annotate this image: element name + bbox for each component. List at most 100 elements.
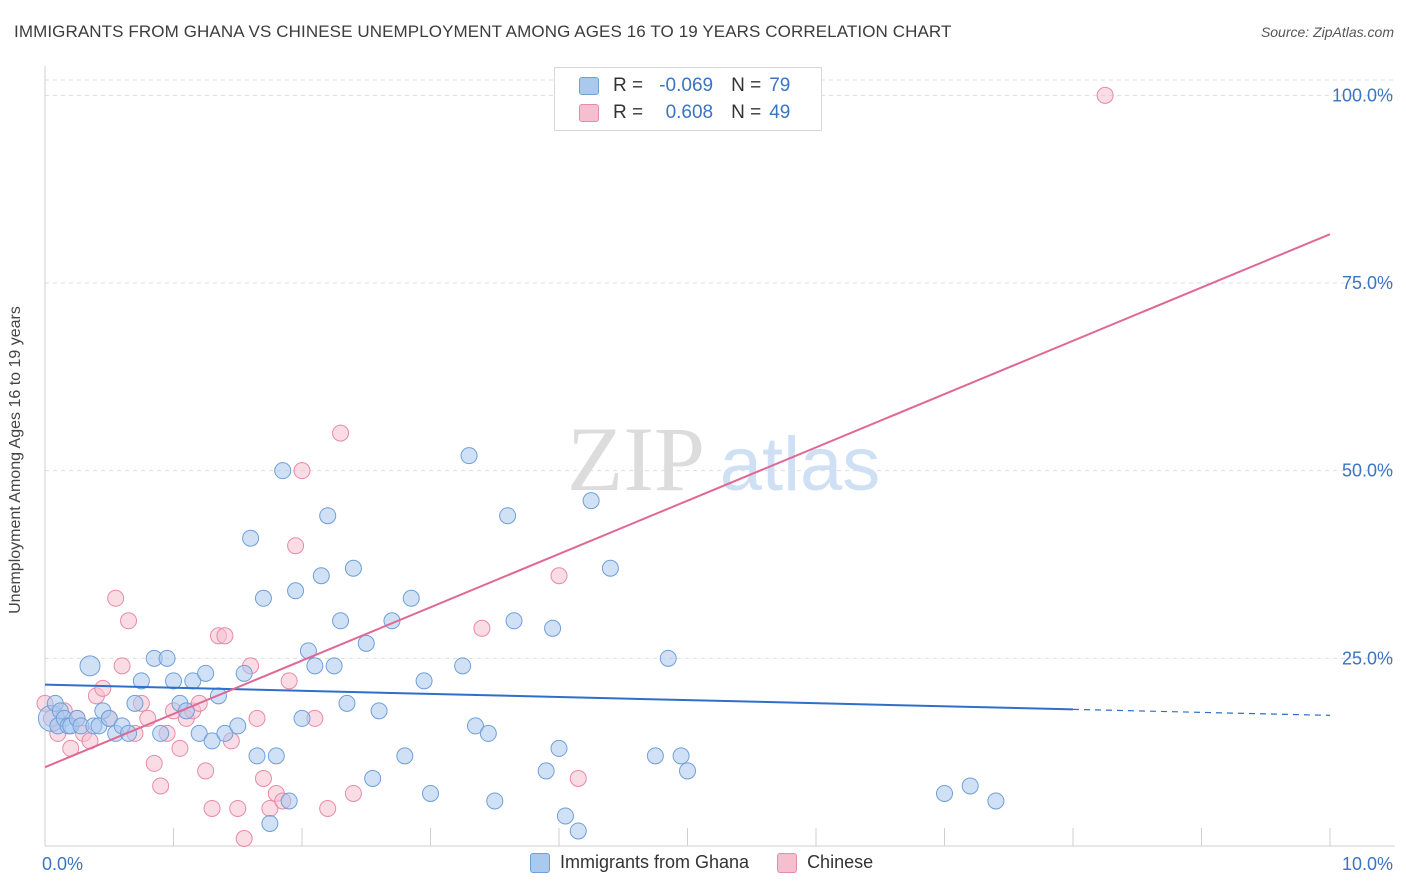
ghana-point — [486, 792, 504, 810]
ghana-point — [165, 672, 182, 690]
legend-r-label-chinese: R = — [613, 102, 644, 123]
trend-lines — [44, 233, 1331, 769]
y-tick-label: 25.0% — [1342, 648, 1393, 668]
chinese-swatch — [579, 104, 599, 122]
chinese-point — [319, 799, 337, 817]
source-label: Source: ZipAtlas.com — [1260, 24, 1394, 40]
ghana-point — [261, 814, 279, 832]
chinese-point — [280, 672, 298, 690]
chinese-point — [120, 612, 138, 630]
legend-n-label-ghana: N = — [731, 75, 762, 96]
ghana-point — [936, 784, 953, 802]
ghana-points — [37, 447, 1005, 840]
ghana-point — [505, 612, 523, 630]
chinese-point — [107, 589, 125, 607]
legend-n-value-chinese: 49 — [769, 102, 791, 123]
chinese-point — [473, 619, 491, 637]
chinese-point — [550, 567, 568, 585]
ghana-point — [306, 657, 324, 675]
ghana-point — [100, 709, 118, 727]
ghana-point — [248, 747, 266, 765]
chinese-point — [229, 799, 247, 817]
chinese-point — [197, 762, 215, 780]
chinese-legend-swatch — [777, 852, 798, 873]
ghana-point — [197, 664, 215, 682]
ghana-point — [254, 589, 272, 607]
chinese-point — [145, 754, 163, 772]
watermark: ZIP atlas — [567, 408, 880, 510]
ghana-point — [672, 747, 690, 765]
chinese-point — [113, 657, 131, 675]
ghana-point — [267, 747, 285, 765]
ghana-point — [242, 529, 260, 547]
ghana-point — [550, 739, 568, 757]
ghana-legend-label: Immigrants from Ghana — [560, 852, 750, 872]
legend-r-value-ghana: -0.069 — [659, 75, 714, 96]
legend-row-ghana: R = -0.069 N = 79 — [579, 74, 790, 98]
ghana-point — [454, 657, 472, 675]
ghana-point — [422, 784, 439, 802]
ghana-point — [132, 672, 150, 690]
ghana-point — [499, 507, 517, 525]
ghana-point — [987, 792, 1005, 810]
ghana-point — [646, 747, 664, 765]
ghana-point — [402, 589, 420, 607]
chinese-point — [94, 679, 112, 697]
legend-n-value-ghana: 79 — [769, 75, 791, 96]
ghana-point — [293, 709, 311, 727]
ghana-point — [79, 655, 101, 677]
ghana-point — [332, 612, 350, 630]
ghana-point — [466, 717, 484, 735]
ghana-point — [287, 582, 305, 600]
y-tick-label: 75.0% — [1342, 273, 1393, 293]
ghana-point — [537, 762, 555, 780]
ghana-point — [556, 807, 574, 825]
ghana-point — [203, 732, 221, 750]
ghana-point — [396, 747, 414, 765]
ghana-point — [280, 792, 298, 810]
chinese-point — [235, 829, 253, 847]
x-tick-label-max: 10.0% — [1342, 854, 1393, 874]
grid-lines — [45, 79, 1395, 659]
chinese-legend-label: Chinese — [807, 852, 874, 872]
ghana-point — [229, 717, 247, 735]
ghana-point — [460, 447, 478, 465]
y-tick-label: 100.0% — [1332, 85, 1393, 105]
ghana-point — [415, 672, 433, 690]
chinese-point — [344, 784, 362, 802]
chinese-trend-line — [44, 233, 1331, 769]
legend-r-label-ghana: R = — [613, 75, 644, 96]
ghana-point — [190, 724, 208, 742]
chinese-point — [216, 627, 234, 645]
ghana-point — [235, 664, 253, 682]
ghana-point — [961, 777, 979, 795]
ghana-point — [274, 462, 292, 480]
ghana-point — [344, 559, 362, 577]
ghana-point — [319, 507, 337, 525]
correlation-legend: R = -0.069 N = 79 R = 0.608 N = 49 — [554, 67, 822, 131]
legend-item-ghana[interactable]: Immigrants from Ghana — [530, 852, 749, 873]
ghana-point — [601, 559, 619, 577]
y-tick-label: 50.0% — [1342, 461, 1393, 481]
series-legend: Immigrants from Ghana Chinese — [530, 852, 901, 873]
chinese-point — [569, 769, 587, 787]
legend-r-value-chinese: 0.608 — [665, 102, 714, 123]
chinese-point — [1096, 86, 1114, 104]
ghana-point — [126, 694, 144, 712]
legend-n-label-chinese: N = — [731, 102, 762, 123]
ghana-point — [679, 762, 696, 780]
ghana-point — [364, 769, 382, 787]
ghana-point — [325, 657, 343, 675]
ghana-point — [544, 619, 562, 637]
ghana-point — [569, 822, 587, 840]
chart-title: IMMIGRANTS FROM GHANA VS CHINESE UNEMPLO… — [14, 22, 952, 41]
chinese-point — [171, 739, 189, 757]
chinese-point — [254, 769, 272, 787]
ghana-swatch — [579, 77, 599, 95]
ghana-point — [152, 724, 170, 742]
ghana-point — [338, 694, 356, 712]
chinese-point — [203, 799, 221, 817]
legend-item-chinese[interactable]: Chinese — [777, 852, 873, 873]
ghana-point — [158, 649, 176, 667]
chinese-point — [287, 537, 305, 555]
